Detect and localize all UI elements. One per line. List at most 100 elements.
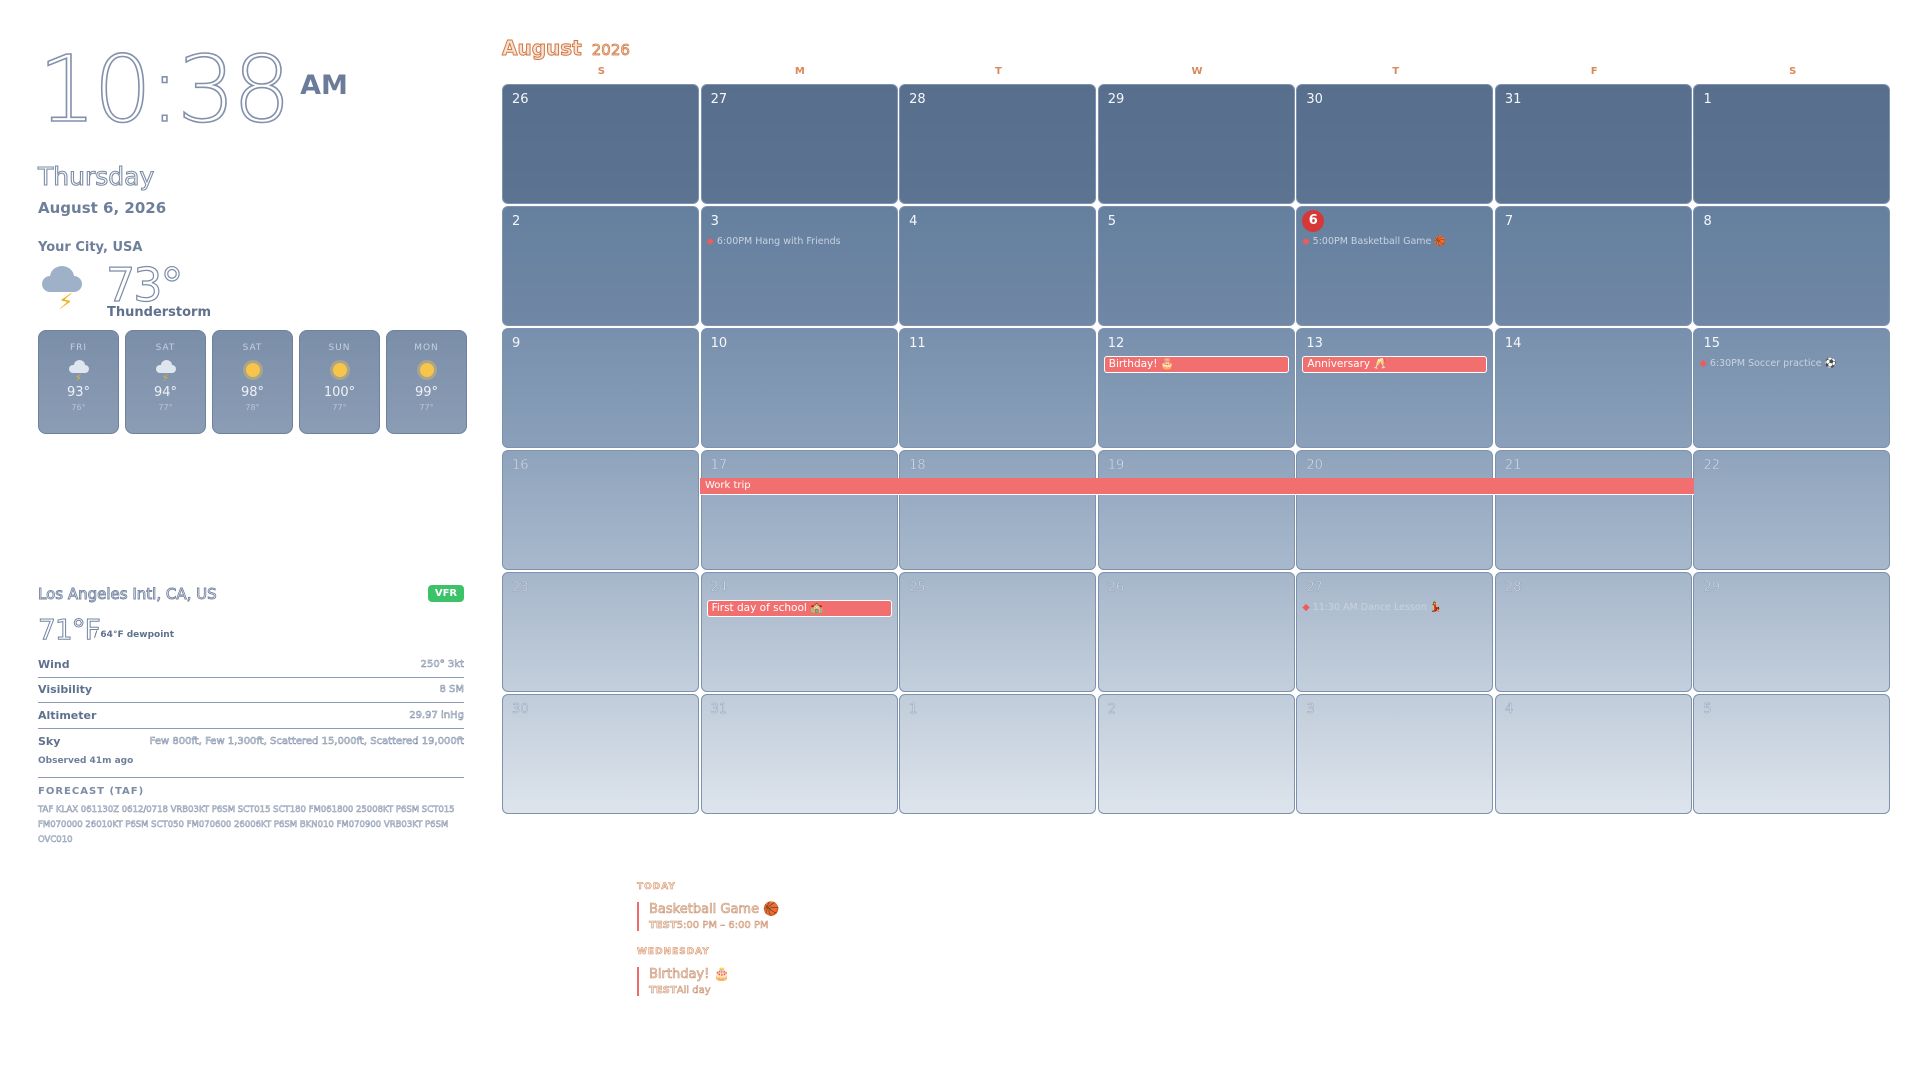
day-cell[interactable]: 2 bbox=[502, 206, 699, 326]
forecast-low: 77° bbox=[158, 403, 173, 412]
calendar-event[interactable]: ◆ 6:30PM Soccer practice ⚽ bbox=[1699, 358, 1836, 369]
calendar-event[interactable]: First day of school 🏫 bbox=[706, 600, 892, 617]
day-number: 29 bbox=[1107, 92, 1125, 107]
day-cell[interactable]: 14 bbox=[1494, 328, 1692, 448]
day-number: 28 bbox=[909, 92, 926, 107]
agenda-calendar-name: TEST bbox=[649, 920, 677, 932]
day-number: 22 bbox=[1703, 458, 1721, 473]
day-cell[interactable]: 31 bbox=[700, 694, 898, 814]
day-number: 30 bbox=[512, 702, 529, 717]
metar-value: 8 SM bbox=[439, 684, 464, 696]
day-cell[interactable]: 27 bbox=[700, 84, 898, 204]
forecast-low: 76° bbox=[71, 403, 86, 412]
day-cell[interactable]: 26 bbox=[502, 84, 699, 204]
day-cell[interactable]: 29 bbox=[1097, 84, 1295, 204]
calendar-event[interactable]: ◆ 5:00PM Basketball Game 🏀 bbox=[1302, 236, 1446, 247]
agenda-item[interactable]: Basketball Game 🏀 TEST5:00 PM – 6:00 PM bbox=[637, 902, 937, 931]
weekday-label: S bbox=[597, 66, 605, 77]
day-cell[interactable]: 29 bbox=[1693, 572, 1891, 692]
day-number: 28 bbox=[1504, 580, 1522, 595]
flight-category-badge: VFR bbox=[428, 585, 464, 602]
day-cell[interactable]: 5 bbox=[1693, 694, 1891, 814]
day-number: 17 bbox=[710, 458, 728, 473]
day-number: 10 bbox=[710, 336, 728, 351]
day-cell-today[interactable]: 6 ◆ 5:00PM Basketball Game 🏀 bbox=[1296, 206, 1494, 326]
day-cell[interactable]: 19 bbox=[1097, 450, 1295, 570]
current-weather: ⚡ 73° bbox=[38, 257, 238, 324]
agenda-item-meta: TESTAll day bbox=[649, 985, 937, 997]
agenda-item[interactable]: Birthday! 🎂 TESTAll day bbox=[637, 967, 937, 996]
day-cell[interactable]: 8 bbox=[1693, 206, 1891, 326]
agenda-list: TODAY Basketball Game 🏀 TEST5:00 PM – 6:… bbox=[637, 882, 937, 1012]
day-number: 1 bbox=[909, 702, 918, 717]
weekday-label: T bbox=[1392, 66, 1400, 77]
day-cell[interactable]: 9 bbox=[502, 328, 699, 448]
day-cell[interactable]: 22 bbox=[1693, 450, 1891, 570]
day-cell[interactable]: 3 bbox=[1296, 694, 1494, 814]
day-number: 8 bbox=[1703, 214, 1712, 229]
day-cell[interactable]: 13 Anniversary 🥂 bbox=[1296, 328, 1494, 448]
day-number: 31 bbox=[710, 702, 728, 717]
calendar-event[interactable]: Anniversary 🥂 bbox=[1302, 356, 1488, 373]
day-cell[interactable]: 12 Birthday! 🎂 bbox=[1097, 328, 1295, 448]
day-cell[interactable]: 16 bbox=[502, 450, 699, 570]
metar-row: Altimeter 29.97 inHg bbox=[38, 703, 464, 729]
day-cell[interactable]: 1 bbox=[1693, 84, 1891, 204]
forecast-high: 93° bbox=[66, 385, 91, 400]
day-cell[interactable]: 28 bbox=[899, 84, 1097, 204]
day-number: 13 bbox=[1306, 336, 1323, 351]
day-number: 27 bbox=[1306, 580, 1323, 595]
forecast-card: SAT ⚡ 94° 77° bbox=[125, 330, 206, 434]
day-cell[interactable]: 21 bbox=[1494, 450, 1692, 570]
day-number: 20 bbox=[1306, 458, 1323, 473]
day-cell[interactable]: 7 bbox=[1494, 206, 1692, 326]
calendar-header: August 2026 bbox=[502, 36, 631, 61]
forecast-low: 78° bbox=[245, 403, 260, 412]
day-cell[interactable]: 24 First day of school 🏫 bbox=[700, 572, 898, 692]
day-cell[interactable]: 15 ◆ 6:30PM Soccer practice ⚽ bbox=[1693, 328, 1891, 448]
day-cell[interactable]: 25 bbox=[899, 572, 1097, 692]
calendar-event[interactable]: ◆ 6:00PM Hang with Friends bbox=[707, 236, 841, 247]
day-cell[interactable]: 31 bbox=[1494, 84, 1692, 204]
day-name: Thursday bbox=[37, 161, 155, 191]
day-number: 5 bbox=[1107, 214, 1117, 229]
day-cell[interactable]: 18 bbox=[899, 450, 1097, 570]
day-cell[interactable]: 23 bbox=[502, 572, 699, 692]
event-label: 5:00PM Basketball Game 🏀 bbox=[1312, 236, 1447, 247]
day-cell[interactable]: 26 bbox=[1097, 572, 1295, 692]
metar-dewpoint: / 64°F dewpoint bbox=[94, 630, 175, 640]
day-cell[interactable]: 1 bbox=[899, 694, 1097, 814]
clock-ampm: AM bbox=[300, 70, 348, 101]
event-label: 6:00PM Hang with Friends bbox=[716, 236, 841, 247]
day-cell[interactable]: 30 bbox=[502, 694, 699, 814]
day-cell[interactable]: 5 bbox=[1097, 206, 1295, 326]
event-label: 11:30 AM Dance Lesson 💃 bbox=[1312, 602, 1442, 613]
agenda-calendar-name: TEST bbox=[649, 985, 677, 997]
metar-label: Wind bbox=[38, 657, 70, 671]
agenda-item-meta: TEST5:00 PM – 6:00 PM bbox=[649, 920, 937, 932]
day-number: 18 bbox=[909, 458, 926, 473]
forecast-day: SUN bbox=[328, 343, 351, 353]
day-cell[interactable]: 27 ◆ 11:30 AM Dance Lesson 💃 bbox=[1296, 572, 1494, 692]
calendar-event[interactable]: Birthday! 🎂 bbox=[1103, 356, 1289, 373]
forecast-high: 100° bbox=[323, 385, 356, 400]
day-cell[interactable]: 4 bbox=[899, 206, 1097, 326]
forecast-high: 98° bbox=[240, 385, 265, 400]
metar-station: Los Angeles Intl, CA, US bbox=[38, 585, 218, 604]
forecast-card: SUN 100° 77° bbox=[299, 330, 380, 434]
day-cell[interactable]: 3 ◆ 6:00PM Hang with Friends bbox=[700, 206, 898, 326]
day-cell[interactable]: 4 bbox=[1494, 694, 1692, 814]
day-cell[interactable]: 10 bbox=[700, 328, 898, 448]
weekday-label: F bbox=[1590, 66, 1598, 77]
calendar-event-multiday[interactable]: Work trip bbox=[700, 478, 1694, 495]
calendar-grid: 26 27 28 29 30 31 1 2 3 ◆ 6:00PM Hang wi… bbox=[502, 84, 1892, 816]
day-cell[interactable]: 2 bbox=[1097, 694, 1295, 814]
calendar-event[interactable]: ◆ 11:30 AM Dance Lesson 💃 bbox=[1302, 602, 1441, 613]
day-cell[interactable]: 20 bbox=[1296, 450, 1494, 570]
day-cell[interactable]: 17 bbox=[700, 450, 898, 570]
day-cell[interactable]: 28 bbox=[1494, 572, 1692, 692]
day-cell[interactable]: 30 bbox=[1296, 84, 1494, 204]
today-indicator: 6 bbox=[1302, 210, 1325, 232]
day-number: 3 bbox=[710, 214, 719, 229]
day-cell[interactable]: 11 bbox=[899, 328, 1097, 448]
